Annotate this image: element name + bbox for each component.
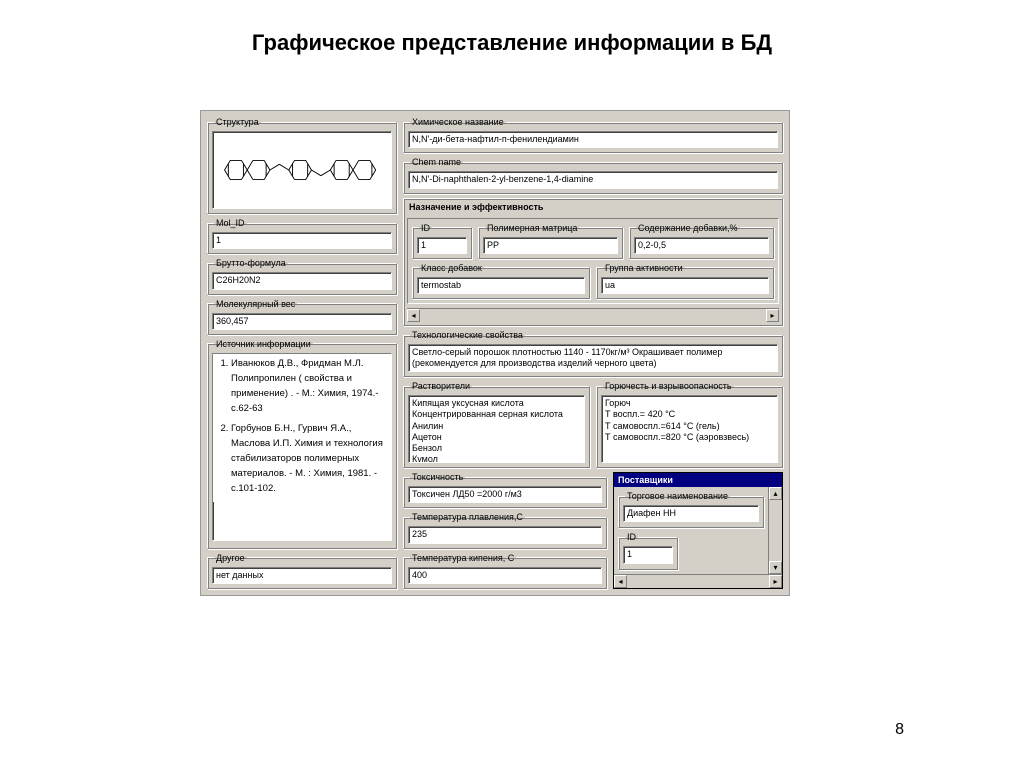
group-chem-name-en: Chem name N,N'-Di-naphthalen-2-yl-benzen… [403,157,783,193]
database-form: Структура [200,110,790,596]
legend-trade-name: Торговое наименование [625,491,730,501]
field-flammability[interactable]: Горюч Т воспл.= 420 °C Т самовоспл.=614 … [601,395,778,463]
field-mw[interactable]: 360,457 [212,313,392,330]
group-chem-name-ru: Химическое название N,N'-ди-бета-нафтил-… [403,117,783,153]
legend-mw: Молекулярный вес [214,299,297,309]
legend-other: Другое [214,553,247,563]
group-structure: Структура [207,117,397,214]
group-toxicity: Токсичность Токсичен ЛД50 =2000 г/м3 [403,472,607,508]
field-source[interactable]: Иванюков Д.В., Фридман М.Л. Полипропилен… [212,353,392,541]
group-tboil: Температура кипения, C 400 [403,553,607,589]
field-supplier-id[interactable]: 1 [623,546,673,563]
page-number: 8 [895,721,904,739]
group-supplier-id: ID 1 [618,532,678,569]
field-toxicity[interactable]: Токсичен ЛД50 =2000 г/м3 [408,486,602,503]
group-solvents: Растворители Кипящая уксусная кислота Ко… [403,381,590,468]
legend-structure: Структура [214,117,261,127]
legend-additive-class: Класс добавок [419,263,484,273]
scroll-left-icon[interactable]: ◂ [614,575,627,588]
field-matrix[interactable]: PP [483,237,618,254]
group-content: Содержание добавки,% 0,2-0,5 [629,223,774,259]
legend-tboil: Температура кипения, C [410,553,516,563]
field-eff-id[interactable]: 1 [417,237,467,254]
slide-title: Графическое представление информации в Б… [0,30,1024,56]
legend-matrix: Полимерная матрица [485,223,579,233]
scroll-down-icon[interactable]: ▾ [769,561,782,574]
field-other[interactable]: нет данных [212,567,392,584]
field-trade-name[interactable]: Диафен НН [623,505,759,522]
field-chem-name-en[interactable]: N,N'-Di-naphthalen-2-yl-benzene-1,4-diam… [408,171,778,188]
field-tech[interactable]: Светло-серый порошок плотностью 1140 - 1… [408,344,778,372]
group-effectiveness: Назначение и эффективность ID 1 Полимерн… [403,198,783,327]
scroll-up-icon[interactable]: ▴ [769,487,782,500]
molecule-structure-diagram [212,131,392,209]
group-mol-id: Mol_ID 1 [207,218,397,254]
scroll-right-icon[interactable]: ▸ [766,309,779,322]
field-mol-id[interactable]: 1 [212,232,392,249]
legend-chem-name-ru: Химическое название [410,117,506,127]
supplier-hscroll[interactable]: ◂ ▸ [614,574,782,588]
group-other: Другое нет данных [207,553,397,589]
source-item-1: Иванюков Д.В., Фридман М.Л. Полипропилен… [231,356,389,417]
legend-activity: Группа активности [603,263,685,273]
group-source: Источник информации Иванюков Д.В., Фридм… [207,339,397,549]
legend-solvents: Растворители [410,381,472,391]
legend-mol-id: Mol_ID [214,218,247,228]
group-mw: Молекулярный вес 360,457 [207,299,397,335]
group-eff-id: ID 1 [412,223,472,259]
legend-toxicity: Токсичность [410,472,465,482]
supplier-vscroll[interactable]: ▴ ▾ [768,487,782,574]
group-activity: Группа активности ua [596,263,774,299]
group-matrix: Полимерная матрица PP [478,223,623,259]
legend-brutto: Брутто-формула [214,258,288,268]
molecule-svg [217,146,387,194]
right-column: Химическое название N,N'-ди-бета-нафтил-… [403,117,783,589]
legend-supplier-id: ID [625,532,638,542]
left-column: Структура [207,117,397,589]
legend-tech: Технологические свойства [410,330,525,340]
scroll-left-icon[interactable]: ◂ [407,309,420,322]
field-tboil[interactable]: 400 [408,567,602,584]
legend-tmelt: Температура плавления,C [410,512,525,522]
effectiveness-inner: ID 1 Полимерная матрица PP Содержание до… [407,218,779,305]
legend-content: Содержание добавки,% [636,223,740,233]
supplier-panel: Поставщики Торговое наименование Диафен … [613,472,783,589]
legend-source: Источник информации [214,339,313,349]
legend-eff-id: ID [419,223,432,233]
source-item-2: Горбунов Б.Н., Гурвич Я.А., Маслова И.П.… [231,421,389,497]
field-content[interactable]: 0,2-0,5 [634,237,769,254]
legend-flammability: Горючесть и взрывоопасность [603,381,734,391]
field-tmelt[interactable]: 235 [408,526,602,543]
group-additive-class: Класс добавок termostab [412,263,590,299]
group-trade-name: Торговое наименование Диафен НН [618,491,764,528]
group-tech: Технологические свойства Светло-серый по… [403,330,783,377]
field-additive-class[interactable]: termostab [417,277,585,294]
field-chem-name-ru[interactable]: N,N'-ди-бета-нафтил-п-фенилендиамин [408,131,778,148]
group-brutto: Брутто-формула C26H20N2 [207,258,397,294]
legend-chem-name-en: Chem name [410,157,463,167]
legend-effectiveness: Назначение и эффективность [409,202,779,212]
group-tmelt: Температура плавления,C 235 [403,512,607,548]
field-solvents[interactable]: Кипящая уксусная кислота Концентрированн… [408,395,585,463]
effectiveness-hscroll[interactable]: ◂ ▸ [407,308,779,322]
group-flammability: Горючесть и взрывоопасность Горюч Т восп… [596,381,783,468]
supplier-titlebar: Поставщики [614,473,782,487]
field-activity[interactable]: ua [601,277,769,294]
source-list: Иванюков Д.В., Фридман М.Л. Полипропилен… [213,354,391,503]
scroll-right-icon[interactable]: ▸ [769,575,782,588]
field-brutto[interactable]: C26H20N2 [212,272,392,289]
